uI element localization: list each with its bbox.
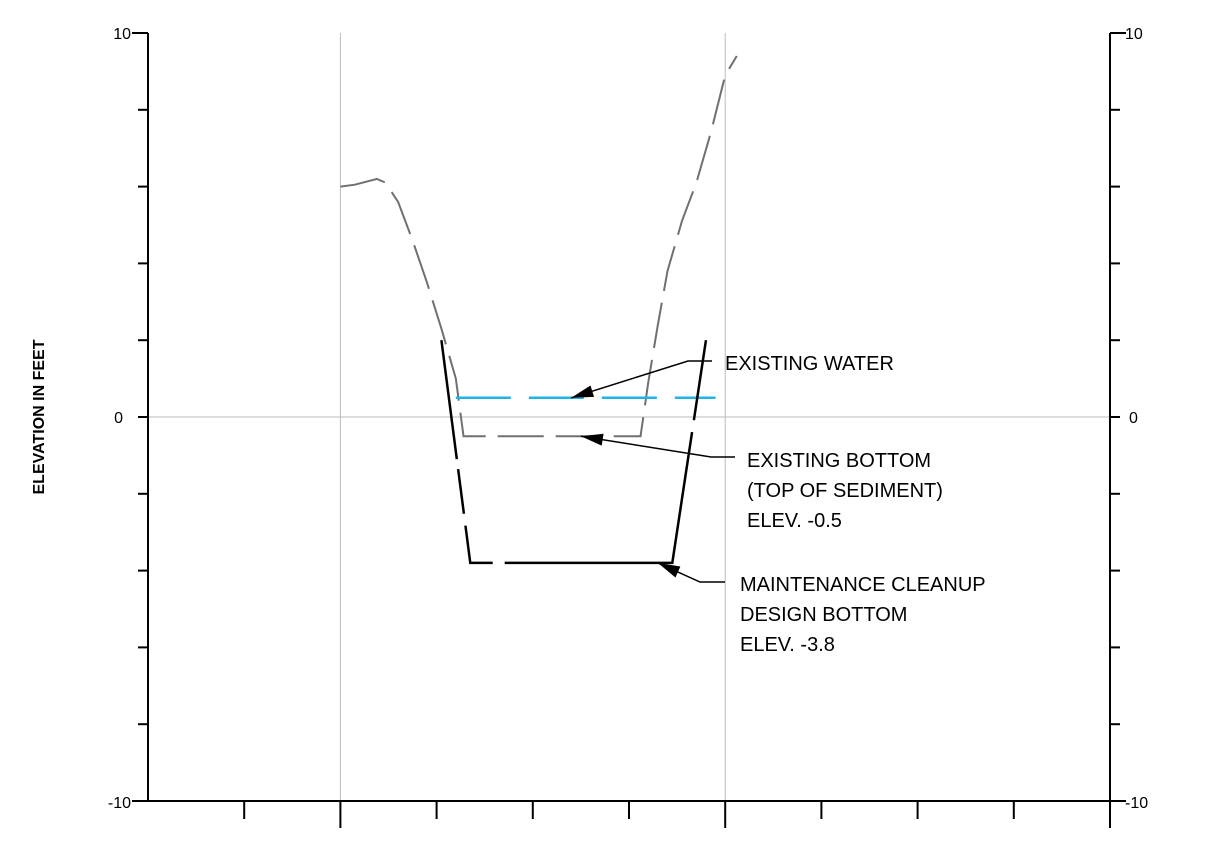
y-axis-label: ELEVATION IN FEET bbox=[31, 339, 48, 494]
annotation-existing-bottom-line-1: EXISTING BOTTOM bbox=[747, 450, 931, 472]
annotation-design-bottom-line-1: MAINTENANCE CLEANUP bbox=[740, 574, 986, 596]
annotation-existing-bottom-arrowhead bbox=[580, 433, 604, 446]
annotation-existing-water-leader bbox=[571, 360, 712, 399]
annotation-leaders bbox=[571, 360, 735, 583]
annotation-existing-water-arrowhead bbox=[571, 385, 595, 398]
annotation-design-bottom-arrowhead bbox=[657, 562, 681, 578]
annotation-existing-bottom-leader bbox=[580, 435, 735, 458]
series-group bbox=[340, 55, 738, 565]
annotation-existing-bottom-line-2: (TOP OF SEDIMENT) bbox=[747, 480, 943, 502]
annotation-existing-water-line-1: EXISTING WATER bbox=[725, 353, 894, 375]
series-existing-ground bbox=[340, 55, 738, 438]
grid-lines bbox=[148, 33, 1110, 801]
y-tick-label-right-zero: 0 bbox=[1129, 410, 1138, 427]
annotation-existing-bottom-line-3: ELEV. -0.5 bbox=[747, 510, 842, 532]
annotation-design-bottom-line-2: DESIGN BOTTOM bbox=[740, 604, 907, 626]
y-tick-label-right-bottom: -10 bbox=[1125, 795, 1148, 812]
axis-ticks bbox=[132, 32, 1126, 828]
y-tick-label-left-bottom: -10 bbox=[108, 795, 131, 812]
y-tick-label-right-top: 10 bbox=[1125, 26, 1143, 43]
annotation-design-bottom-line-3: ELEV. -3.8 bbox=[740, 634, 835, 656]
y-tick-label-left-zero: 0 bbox=[114, 410, 123, 427]
series-design-bottom bbox=[440, 340, 708, 565]
y-tick-label-left-top: 10 bbox=[113, 26, 131, 43]
